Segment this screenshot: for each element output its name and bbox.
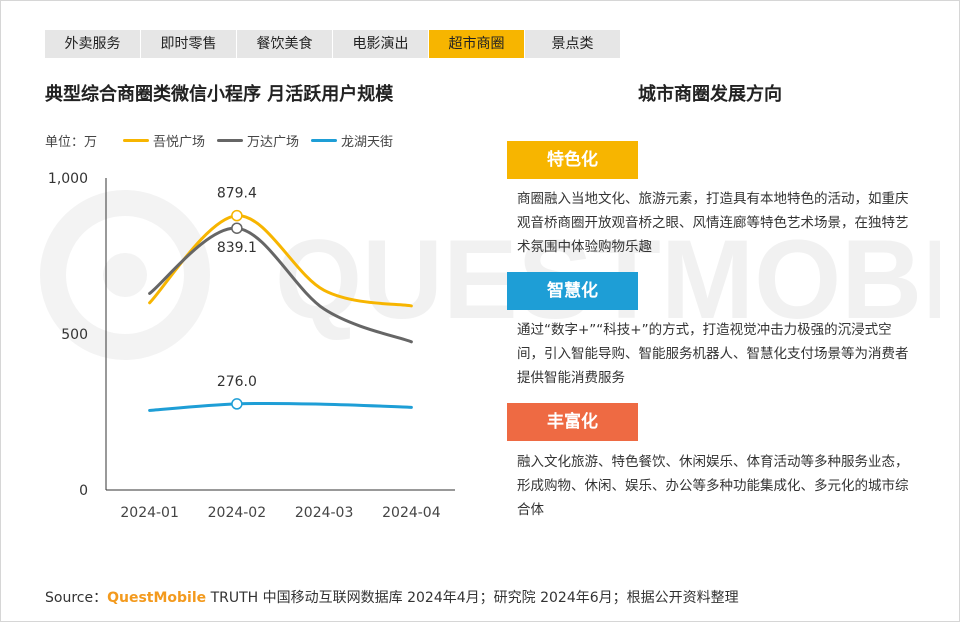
- data-label: 276.0: [217, 374, 257, 390]
- chart-labels: 879.4 839.1 276.0: [217, 186, 257, 410]
- source-prefix: Source：: [45, 590, 108, 606]
- tab-food[interactable]: 餐饮美食: [237, 30, 332, 58]
- series-line-2: [148, 401, 413, 412]
- data-label: 879.4: [217, 186, 257, 202]
- legend-label-wanda: 万达广场: [247, 135, 300, 150]
- y-tick-label: 1,000: [48, 171, 88, 187]
- badge-diversified: 丰富化: [507, 403, 638, 441]
- badge-distinctive: 特色化: [507, 141, 638, 179]
- tab-movies-shows[interactable]: 电影演出: [333, 30, 428, 58]
- x-tick-label: 2024-01: [120, 505, 179, 521]
- tab-supermarket-mall[interactable]: 超市商圈: [429, 30, 524, 58]
- badge-smart: 智慧化: [507, 272, 638, 310]
- legend-item-longhu: 龙湖天街: [311, 131, 393, 150]
- desc-diversified: 融入文化旅游、特色餐饮、休闲娱乐、体育活动等多种服务业态，形成购物、休闲、娱乐、…: [517, 454, 909, 518]
- x-tick-label: 2024-03: [295, 505, 354, 521]
- legend-swatch-longhu: [311, 139, 338, 142]
- chart-axes: 0 500 1,000 2024-01 2024-02 2024-03 2024-04: [48, 171, 455, 521]
- data-point-marker: [231, 209, 243, 222]
- y-tick-label: 500: [61, 327, 88, 343]
- y-tick-label: 0: [79, 483, 88, 499]
- x-tick-label: 2024-04: [382, 505, 441, 521]
- chart-lines: [148, 214, 413, 412]
- x-tick-label: 2024-02: [208, 505, 267, 521]
- legend-label-wuyue: 吾悦广场: [153, 135, 206, 150]
- directions-title: 城市商圈发展方向: [638, 84, 782, 105]
- source-brand: QuestMobile: [107, 590, 207, 606]
- data-point-marker: [231, 398, 243, 410]
- legend-swatch-wanda: [217, 139, 244, 142]
- series-line-1: [148, 226, 413, 344]
- line-chart: 0 500 1,000 2024-01 2024-02 2024-03 2024-04 87…: [48, 171, 455, 521]
- legend-item-wuyue: 吾悦广场: [123, 131, 205, 150]
- legend-item-wanda: 万达广场: [217, 131, 299, 150]
- data-label: 839.1: [217, 240, 257, 256]
- chart-title: 典型综合商圈类微信小程序 月活跃用户规模: [45, 84, 394, 105]
- legend-swatch-wuyue: [123, 139, 150, 142]
- source-text: TRUTH 中国移动互联网数据库 2024年4月；研究院 2024年6月；根据公…: [206, 590, 739, 606]
- tab-delivery[interactable]: 外卖服务: [45, 30, 140, 58]
- tab-instant-retail[interactable]: 即时零售: [141, 30, 236, 58]
- chart-legend: 单位：万 吾悦广场 万达广场 龙湖天街: [45, 131, 405, 150]
- data-point-marker: [231, 222, 243, 234]
- desc-distinctive: 商圈融入当地文化、旅游元素，打造具有本地特色的活动，如重庆观音桥商圈开放观音桥之…: [517, 191, 909, 255]
- desc-smart: 通过“数字+”“科技+”的方式，打造视觉冲击力极强的沉浸式空间，引入智能导购、智…: [517, 322, 909, 386]
- legend-label-longhu: 龙湖天街: [341, 135, 394, 150]
- tab-attractions[interactable]: 景点类: [525, 30, 620, 58]
- category-tabs: 外卖服务 即时零售 餐饮美食 电影演出 超市商圈 景点类: [45, 30, 621, 58]
- unit-label: 单位：万: [45, 135, 98, 150]
- source-note: Source：QuestMobile TRUTH 中国移动互联网数据库 2024…: [45, 587, 739, 607]
